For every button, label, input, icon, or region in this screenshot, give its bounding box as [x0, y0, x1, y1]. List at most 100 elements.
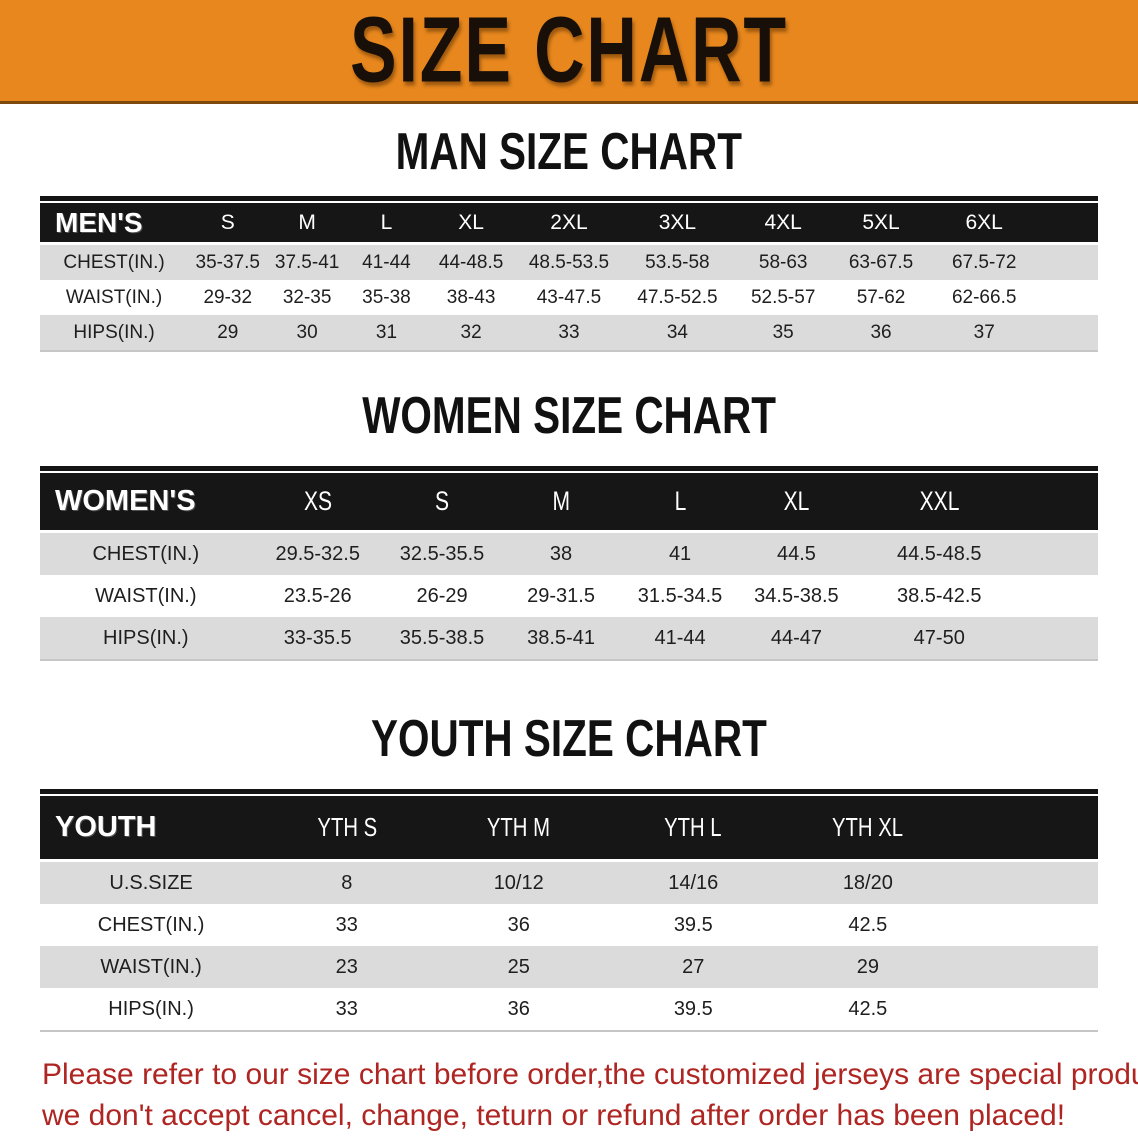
size-value: 33: [262, 904, 432, 946]
size-value: 39.5: [606, 904, 781, 946]
banner-title: SIZE CHART: [350, 0, 788, 103]
size-value: 37.5-41: [267, 242, 347, 280]
youth-size-table: YOUTH YTH S YTH M YTH L YTH XL U.S.SIZE 8 10/12…: [40, 796, 1098, 1030]
size-value: 62-66.5: [928, 280, 1040, 315]
size-column-header: YTH M: [431, 796, 606, 861]
table-group-label: MEN'S: [40, 203, 189, 244]
size-column-label: YTH L: [664, 812, 723, 842]
size-column-header: L: [346, 203, 427, 244]
disclaimer-line-2: we don't accept cancel, change, teturn o…: [42, 1099, 1066, 1132]
row-filler: [1039, 242, 1098, 280]
size-column-header: 4XL: [732, 203, 834, 244]
size-value: 29.5-32.5: [251, 530, 384, 575]
size-value: 36: [431, 904, 606, 946]
size-value: 38: [500, 530, 622, 575]
size-value: 39.5: [606, 988, 781, 1030]
size-value: 33: [262, 988, 432, 1030]
size-value: 38.5-41: [500, 617, 622, 659]
row-label: WAIST(IN.): [40, 280, 189, 315]
size-value: 23: [262, 946, 432, 988]
women-size-table: WOMEN'S XS S M L XL XXL CHEST(IN.) 29.5-32.5 32.5…: [40, 473, 1098, 659]
size-column-header: M: [267, 203, 347, 244]
size-chart-banner: SIZE CHART: [0, 0, 1138, 104]
size-value: 63-67.5: [833, 242, 929, 280]
size-value: 33: [516, 315, 622, 350]
measurement-row: CHEST(IN.) 35-37.5 37.5-41 41-44 44-48.5 48.5…: [40, 242, 1098, 280]
man-size-chart-heading: MAN SIZE CHART: [395, 121, 743, 181]
size-value: 35: [732, 315, 834, 350]
size-column-header: 6XL: [928, 203, 1040, 244]
size-column-header: XS: [251, 473, 384, 532]
row-label: WAIST(IN.): [40, 575, 252, 617]
size-column-header: XXL: [854, 473, 1024, 532]
measurement-row: HIPS(IN.) 33-35.5 35.5-38.5 38.5-41 41-44 44-…: [40, 617, 1098, 659]
row-filler: [955, 904, 1098, 946]
header-filler: [1023, 473, 1098, 532]
size-value: 44.5: [738, 530, 855, 575]
size-column-label: XL: [783, 486, 810, 516]
youth-size-table-wrap: YOUTH YTH S YTH M YTH L YTH XL U.S.SIZE 8 10/12…: [40, 789, 1098, 1032]
size-value: 47-50: [854, 617, 1024, 659]
size-value: 29-31.5: [500, 575, 622, 617]
size-column-header: M: [500, 473, 622, 532]
row-label: HIPS(IN.): [40, 617, 252, 659]
row-filler: [955, 946, 1098, 988]
size-table-header-row: WOMEN'S XS S M L XL XXL: [40, 473, 1098, 532]
size-column-header: YTH S: [262, 796, 432, 861]
row-filler: [955, 859, 1098, 904]
size-column-header: L: [621, 473, 739, 532]
size-column-header: YTH L: [606, 796, 781, 861]
size-value: 48.5-53.5: [516, 242, 622, 280]
size-value: 43-47.5: [516, 280, 622, 315]
size-column-label: XXL: [919, 486, 960, 516]
youth-size-chart-heading: YOUTH SIZE CHART: [371, 708, 767, 768]
size-value: 32.5-35.5: [383, 530, 501, 575]
row-label: CHEST(IN.): [40, 242, 189, 280]
measurement-row: CHEST(IN.) 29.5-32.5 32.5-35.5 38 41 44.5 44.5…: [40, 530, 1098, 575]
header-filler: [955, 796, 1098, 861]
size-column-header: YTH XL: [780, 796, 956, 861]
women-size-table-wrap: WOMEN'S XS S M L XL XXL CHEST(IN.) 29.5-32.5 32.5…: [40, 466, 1098, 661]
size-value: 18/20: [780, 859, 956, 904]
size-value: 44.5-48.5: [854, 530, 1024, 575]
measurement-row: WAIST(IN.) 23 25 27 29: [40, 946, 1098, 988]
size-value: 47.5-52.5: [621, 280, 733, 315]
size-column-label: YTH XL: [832, 812, 904, 842]
size-value: 8: [262, 859, 432, 904]
measurement-row: HIPS(IN.) 29 30 31 32 33 34 35 36 37: [40, 315, 1098, 350]
table-group-label: WOMEN'S: [40, 473, 252, 532]
size-value: 42.5: [780, 988, 956, 1030]
size-column-label: L: [674, 486, 686, 516]
size-value: 23.5-26: [251, 575, 384, 617]
size-value: 34.5-38.5: [738, 575, 855, 617]
row-filler: [1023, 575, 1098, 617]
size-value: 41-44: [621, 617, 739, 659]
size-column-label: YTH S: [316, 812, 377, 842]
row-filler: [1039, 280, 1098, 315]
size-column-label: S: [434, 486, 450, 516]
size-value: 31.5-34.5: [621, 575, 739, 617]
size-column-header: XL: [738, 473, 855, 532]
size-value: 36: [431, 988, 606, 1030]
size-value: 36: [833, 315, 929, 350]
size-value: 42.5: [780, 904, 956, 946]
size-table-header-row: MEN'S S M L XL 2XL 3XL 4XL 5XL 6XL: [40, 203, 1098, 244]
size-value: 44-48.5: [426, 242, 517, 280]
size-value: 37: [928, 315, 1040, 350]
row-filler: [955, 988, 1098, 1030]
men-size-table: MEN'S S M L XL 2XL 3XL 4XL 5XL 6XL CHEST(IN.) 35-37…: [40, 203, 1098, 350]
size-value: 41: [621, 530, 739, 575]
size-value: 32-35: [267, 280, 347, 315]
measurement-row: CHEST(IN.) 33 36 39.5 42.5: [40, 904, 1098, 946]
row-label: U.S.SIZE: [40, 859, 263, 904]
size-value: 44-47: [738, 617, 855, 659]
measurement-row: WAIST(IN.) 29-32 32-35 35-38 38-43 43-47.5 47.…: [40, 280, 1098, 315]
size-value: 14/16: [606, 859, 781, 904]
women-size-chart-heading: WOMEN SIZE CHART: [362, 385, 776, 445]
row-filler: [1023, 617, 1098, 659]
size-value: 35.5-38.5: [383, 617, 501, 659]
measurement-row: U.S.SIZE 8 10/12 14/16 18/20: [40, 859, 1098, 904]
size-value: 33-35.5: [251, 617, 384, 659]
size-value: 57-62: [833, 280, 929, 315]
size-table-header-row: YOUTH YTH S YTH M YTH L YTH XL: [40, 796, 1098, 861]
